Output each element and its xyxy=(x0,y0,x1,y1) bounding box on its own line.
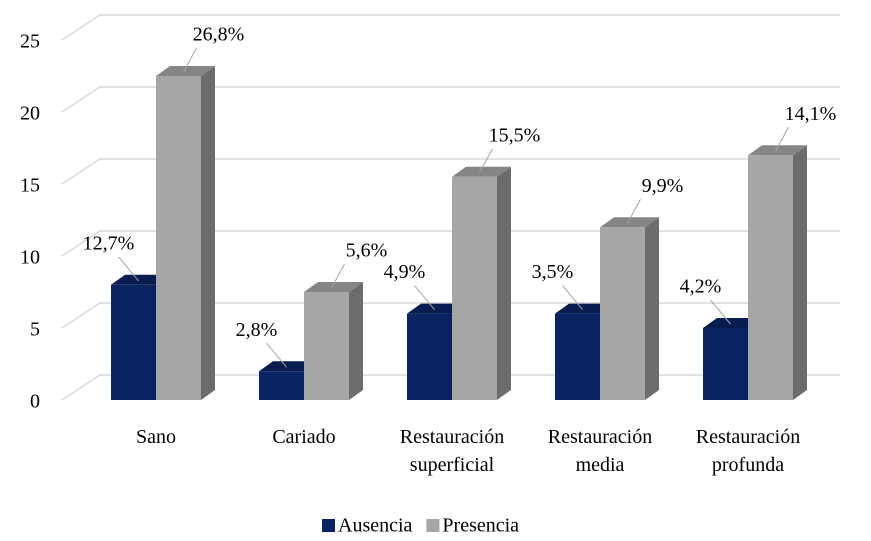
data-label: 14,1% xyxy=(785,103,837,125)
y-tick-label: 25 xyxy=(20,31,40,53)
bar xyxy=(452,166,511,400)
bar xyxy=(748,145,807,400)
grid-line xyxy=(61,86,840,113)
bar-top xyxy=(600,217,659,228)
leader-line xyxy=(562,285,583,310)
leader-line xyxy=(183,47,197,73)
bar-side xyxy=(349,282,363,400)
data-label: 26,8% xyxy=(193,24,245,46)
bar xyxy=(304,282,363,400)
bar-top xyxy=(407,303,466,314)
bar-side xyxy=(497,166,511,400)
leader-line xyxy=(479,148,493,174)
data-label: 15,5% xyxy=(489,124,541,146)
grid-line xyxy=(61,230,840,257)
x-tick-label: Cariado xyxy=(272,426,335,448)
grid-line xyxy=(61,14,840,41)
data-label: 4,2% xyxy=(680,276,722,298)
bar xyxy=(600,217,659,400)
bar-front xyxy=(304,292,349,400)
bar-top xyxy=(304,282,363,292)
data-label: 3,5% xyxy=(532,261,574,283)
leader-line xyxy=(414,285,435,310)
bar-top xyxy=(259,361,318,372)
bar-side xyxy=(645,217,659,400)
leader-line xyxy=(331,263,345,289)
legend-label: Ausencia xyxy=(338,515,413,537)
y-tick-label: 20 xyxy=(20,103,40,125)
bar-side xyxy=(793,145,807,400)
y-tick-label: 10 xyxy=(20,247,40,269)
leader-line xyxy=(266,342,287,368)
bar-side xyxy=(201,66,215,400)
legend-label: Presencia xyxy=(442,515,519,537)
bar-front xyxy=(555,313,600,400)
bar-top xyxy=(111,274,170,285)
x-tick-label: Sano xyxy=(136,426,176,448)
data-label: 4,9% xyxy=(384,261,426,283)
grid-line xyxy=(61,302,840,329)
legend-swatch xyxy=(426,519,440,532)
bar-top xyxy=(748,145,807,156)
bar-front xyxy=(259,371,304,400)
x-tick-label: Restauración media xyxy=(548,426,652,476)
bar-top xyxy=(156,66,215,76)
bar-front xyxy=(111,284,156,400)
bar-front xyxy=(748,155,793,400)
bar-front xyxy=(156,76,201,400)
bar-top xyxy=(452,166,511,177)
bar-front xyxy=(407,313,452,400)
bar xyxy=(156,66,215,400)
data-label: 2,8% xyxy=(236,319,278,341)
bar-top xyxy=(703,318,762,328)
bar-front xyxy=(703,328,748,400)
x-tick-label: Restauración profunda xyxy=(696,426,800,476)
data-label: 12,7% xyxy=(83,232,135,254)
legend-swatch xyxy=(322,519,335,532)
leader-line xyxy=(775,126,789,152)
y-tick-label: 0 xyxy=(30,391,40,413)
y-tick-label: 15 xyxy=(20,175,40,197)
bar-front xyxy=(452,176,497,400)
grid-line xyxy=(61,158,840,185)
data-label: 5,6% xyxy=(346,240,388,262)
y-tick-label: 5 xyxy=(30,319,40,341)
leader-line xyxy=(118,256,139,282)
leader-line xyxy=(710,299,731,325)
bar-top xyxy=(555,303,614,314)
x-tick-label: Restauración superficial xyxy=(400,426,504,476)
leader-line xyxy=(627,198,641,224)
bar-front xyxy=(600,227,645,400)
data-label: 9,9% xyxy=(642,175,684,197)
